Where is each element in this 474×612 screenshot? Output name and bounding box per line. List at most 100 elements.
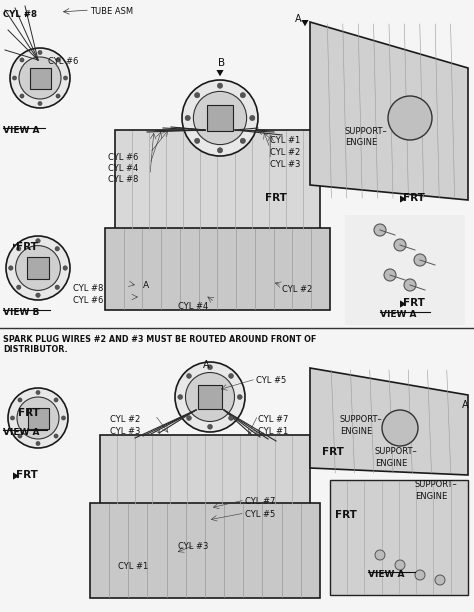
Circle shape — [55, 247, 59, 251]
Circle shape — [194, 138, 200, 143]
Text: VIEW B: VIEW B — [3, 308, 39, 317]
Circle shape — [16, 245, 60, 291]
Bar — [207, 105, 233, 132]
Text: CYL #7: CYL #7 — [258, 415, 288, 424]
Text: CYL #6: CYL #6 — [73, 296, 103, 305]
Circle shape — [395, 560, 405, 570]
Circle shape — [218, 83, 223, 88]
Text: CYL #2: CYL #2 — [110, 415, 140, 424]
Text: VIEW A: VIEW A — [368, 570, 404, 579]
Text: FRT: FRT — [322, 447, 344, 457]
Circle shape — [20, 58, 24, 62]
Bar — [29, 67, 51, 89]
Text: TUBE ASM: TUBE ASM — [90, 7, 133, 16]
Polygon shape — [310, 368, 468, 475]
Text: CYL #6: CYL #6 — [108, 153, 138, 162]
Circle shape — [404, 279, 416, 291]
Text: CYL #5: CYL #5 — [256, 376, 286, 385]
Circle shape — [18, 434, 22, 438]
Circle shape — [54, 434, 58, 438]
Circle shape — [56, 58, 60, 62]
Circle shape — [56, 94, 60, 98]
Text: CYL #5: CYL #5 — [245, 510, 275, 519]
Circle shape — [250, 115, 255, 121]
Bar — [115, 130, 320, 230]
Text: A: A — [203, 360, 210, 370]
Text: CYL #8: CYL #8 — [3, 10, 37, 19]
Circle shape — [435, 575, 445, 585]
Text: CYL #1: CYL #1 — [118, 562, 148, 571]
Text: A: A — [295, 14, 301, 24]
Polygon shape — [148, 287, 153, 293]
Text: FRT: FRT — [18, 408, 40, 418]
Circle shape — [17, 397, 59, 439]
Text: SUPPORT–: SUPPORT– — [340, 415, 383, 424]
Circle shape — [208, 365, 212, 370]
Circle shape — [415, 570, 425, 580]
Circle shape — [414, 254, 426, 266]
Text: FRT: FRT — [16, 470, 38, 480]
Circle shape — [6, 236, 70, 300]
Polygon shape — [262, 195, 268, 203]
Circle shape — [228, 373, 234, 378]
Circle shape — [240, 92, 246, 98]
Polygon shape — [217, 70, 224, 76]
Text: FRT: FRT — [335, 510, 357, 520]
Circle shape — [194, 92, 200, 98]
Bar — [100, 435, 310, 505]
Polygon shape — [318, 449, 324, 457]
Circle shape — [12, 76, 17, 80]
Bar — [27, 257, 49, 279]
Circle shape — [382, 410, 418, 446]
Text: CYL #4: CYL #4 — [108, 164, 138, 173]
Text: ENGINE: ENGINE — [345, 138, 377, 147]
Text: CYL #2: CYL #2 — [270, 148, 300, 157]
Circle shape — [375, 550, 385, 560]
Circle shape — [38, 50, 42, 54]
Circle shape — [18, 398, 22, 402]
Bar — [90, 503, 320, 598]
Polygon shape — [310, 22, 468, 200]
Polygon shape — [301, 20, 309, 26]
Circle shape — [55, 285, 59, 289]
Circle shape — [175, 362, 245, 432]
Circle shape — [38, 102, 42, 106]
Polygon shape — [25, 13, 28, 17]
Circle shape — [185, 373, 235, 422]
Circle shape — [185, 115, 191, 121]
Text: SUPPORT–: SUPPORT– — [375, 447, 418, 456]
Bar — [0, 328, 474, 612]
Circle shape — [36, 293, 40, 297]
Bar — [198, 385, 222, 409]
Text: VIEW A: VIEW A — [380, 310, 417, 319]
Text: CYL #7: CYL #7 — [245, 497, 275, 506]
Text: ENGINE: ENGINE — [375, 459, 407, 468]
Text: CYL #3: CYL #3 — [178, 542, 209, 551]
Polygon shape — [400, 195, 406, 203]
Circle shape — [186, 416, 191, 420]
Text: SUPPORT–: SUPPORT– — [415, 480, 458, 489]
Bar — [345, 215, 465, 325]
Text: CYL #8: CYL #8 — [108, 175, 138, 184]
Circle shape — [20, 94, 24, 98]
Text: CYL #4: CYL #4 — [178, 302, 208, 311]
Polygon shape — [332, 512, 338, 520]
Text: CYL #3: CYL #3 — [110, 427, 140, 436]
Text: SPARK PLUG WIRES #2 AND #3 MUST BE ROUTED AROUND FRONT OF: SPARK PLUG WIRES #2 AND #3 MUST BE ROUTE… — [3, 335, 316, 344]
Circle shape — [208, 424, 212, 429]
Circle shape — [36, 441, 40, 446]
Circle shape — [237, 395, 242, 400]
Bar — [27, 408, 48, 428]
Circle shape — [394, 239, 406, 251]
Polygon shape — [15, 409, 21, 417]
Polygon shape — [400, 300, 406, 308]
Circle shape — [384, 269, 396, 281]
Circle shape — [10, 48, 70, 108]
Bar — [105, 228, 330, 310]
Text: CYL #3: CYL #3 — [270, 160, 301, 169]
Circle shape — [9, 266, 13, 271]
Text: CYL #1: CYL #1 — [258, 427, 288, 436]
Text: B: B — [218, 58, 225, 68]
Text: ENGINE: ENGINE — [340, 427, 372, 436]
Text: FRT: FRT — [265, 193, 287, 203]
